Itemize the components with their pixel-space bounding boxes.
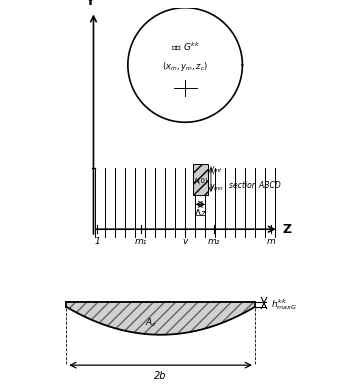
- Text: Y: Y: [85, 0, 94, 8]
- Bar: [193, 164, 208, 195]
- Text: $h_{maxG}^{kk}$: $h_{maxG}^{kk}$: [271, 297, 297, 312]
- Text: A(0): A(0): [194, 178, 208, 184]
- Text: v: v: [183, 237, 188, 246]
- Text: $(x_m,y_m,z_c)$: $(x_m,y_m,z_c)$: [162, 60, 208, 74]
- Text: m₂: m₂: [208, 237, 220, 246]
- Text: 2b: 2b: [154, 371, 167, 381]
- Text: 磨粒 $G^{kk}$: 磨粒 $G^{kk}$: [171, 40, 200, 52]
- Text: section ABCD: section ABCD: [229, 181, 281, 190]
- Text: $\Delta z$: $\Delta z$: [194, 207, 207, 218]
- Text: m₁: m₁: [135, 237, 147, 246]
- Text: m: m: [267, 237, 276, 246]
- Text: $y_{mn}$: $y_{mn}$: [209, 182, 224, 193]
- Text: $A_z$: $A_z$: [146, 316, 158, 329]
- Text: 1: 1: [94, 237, 100, 246]
- Text: $y_{mt}$: $y_{mt}$: [209, 164, 223, 175]
- Text: Z: Z: [282, 223, 291, 236]
